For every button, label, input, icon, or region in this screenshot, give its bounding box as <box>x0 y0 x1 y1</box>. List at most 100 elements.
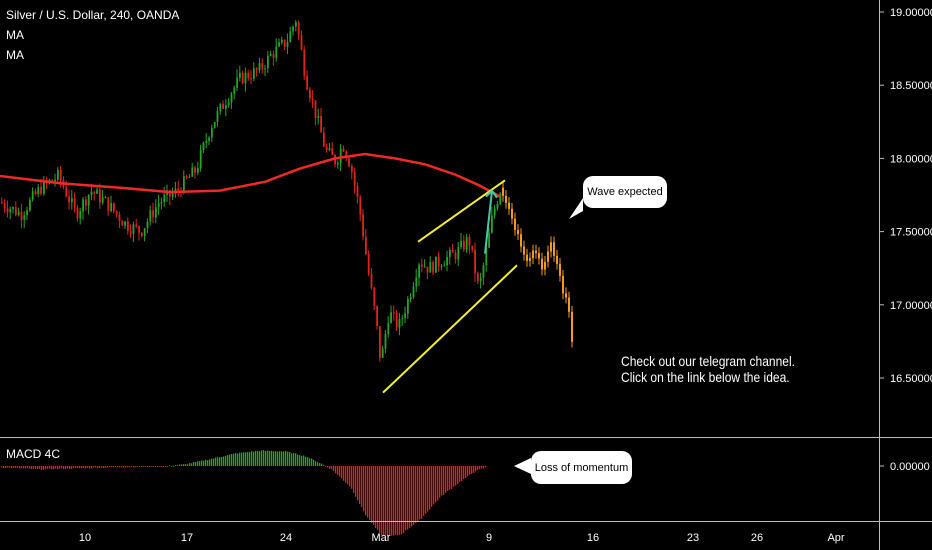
macd-bar <box>41 466 43 470</box>
candle <box>300 30 303 51</box>
macd-bar <box>461 466 463 482</box>
macd-bar <box>429 466 431 510</box>
projection-candle <box>550 236 552 258</box>
macd-legend[interactable]: MACD 4C <box>6 447 61 461</box>
price-tick-label: 17.00000 <box>890 300 932 312</box>
macd-bar <box>203 460 205 466</box>
price-tick-label: 18.50000 <box>890 80 932 92</box>
macd-bar <box>289 451 291 466</box>
macd-bar <box>401 466 403 535</box>
candle <box>278 38 280 48</box>
macd-bar <box>75 466 77 469</box>
candle <box>479 272 482 289</box>
candle <box>155 199 157 224</box>
candle <box>233 85 236 100</box>
macd-bar <box>261 450 263 466</box>
macd-bar <box>339 466 341 477</box>
candle <box>370 268 373 290</box>
macd-bar <box>11 466 13 469</box>
chart-title: Silver / U.S. Dollar, 240, OANDA <box>6 8 180 22</box>
macd-bar <box>323 464 325 466</box>
macd-bar <box>171 465 173 467</box>
macd-bar <box>411 466 413 527</box>
macd-bar <box>271 450 273 466</box>
macd-bar <box>361 466 363 508</box>
macd-bar <box>425 466 427 514</box>
projection-candle <box>559 257 561 282</box>
time-axis[interactable]: 10 17 24 Mar 9 16 23 26 Apr <box>79 532 845 544</box>
ma-legend-1[interactable]: MA <box>6 28 24 42</box>
macd-bar <box>81 466 83 469</box>
projection-candles <box>502 181 573 348</box>
price-tick-label: 16.50000 <box>890 373 932 385</box>
candle <box>135 218 138 229</box>
projection-candle <box>508 196 510 215</box>
macd-bar <box>159 466 161 467</box>
macd-bar <box>445 466 447 493</box>
macd-bar <box>119 466 121 468</box>
candle <box>367 250 370 277</box>
macd-bar <box>479 466 481 470</box>
candle <box>261 58 264 74</box>
macd-bar <box>195 462 197 466</box>
macd-bar <box>267 450 269 466</box>
candle <box>493 204 496 219</box>
macd-bar <box>101 466 103 468</box>
macd-bar <box>251 451 253 466</box>
candle <box>9 206 12 220</box>
macd-bar <box>177 465 179 466</box>
telegram-note-line-2: Click on the link below the idea. <box>621 369 790 385</box>
macd-bar <box>265 450 267 466</box>
candle <box>1 197 3 205</box>
macd-bar <box>441 466 443 496</box>
macd-bar <box>3 466 5 469</box>
macd-bar <box>363 466 365 512</box>
candle <box>331 141 334 156</box>
projection-candle <box>517 224 519 241</box>
candle <box>17 207 20 217</box>
time-tick-label: 9 <box>486 532 492 544</box>
candle <box>457 241 460 266</box>
candle <box>303 45 306 80</box>
macd-bar <box>347 466 349 485</box>
macd-bar <box>245 452 247 466</box>
arrow-shaft <box>484 190 493 254</box>
candle <box>390 305 392 324</box>
candle <box>115 210 118 218</box>
macd-bar <box>341 466 343 479</box>
candle <box>451 243 454 253</box>
candle <box>440 263 443 271</box>
projection-candle <box>532 244 534 265</box>
projection-candle <box>547 245 549 268</box>
candle <box>188 173 191 178</box>
ma-legend-2[interactable]: MA <box>6 48 24 62</box>
macd-bar <box>293 452 295 466</box>
macd-bar <box>485 466 487 468</box>
macd-bar <box>231 453 233 466</box>
candle <box>93 190 96 201</box>
macd-bar <box>219 457 221 466</box>
candle <box>423 259 426 268</box>
candle <box>297 20 300 40</box>
candle <box>205 133 208 149</box>
channel-lower-line <box>382 264 518 394</box>
candle <box>202 141 205 154</box>
macd-bar <box>161 466 163 467</box>
candle <box>183 170 185 195</box>
macd-bar <box>65 466 67 469</box>
macd-bar <box>287 451 289 466</box>
candle <box>295 19 297 32</box>
macd-bar <box>29 466 31 469</box>
macd-bar <box>331 466 333 470</box>
macd-bar <box>305 456 307 466</box>
candle <box>247 69 250 81</box>
candle <box>258 57 261 74</box>
price-axis[interactable]: 19.00000 18.50000 18.00000 17.50000 17.00000… <box>879 7 932 473</box>
candle <box>443 260 446 267</box>
macd-bar <box>181 464 183 466</box>
macd-bar <box>281 451 283 466</box>
macd-bar <box>103 466 105 469</box>
macd-bar <box>5 466 7 469</box>
projection-candle <box>538 247 540 265</box>
